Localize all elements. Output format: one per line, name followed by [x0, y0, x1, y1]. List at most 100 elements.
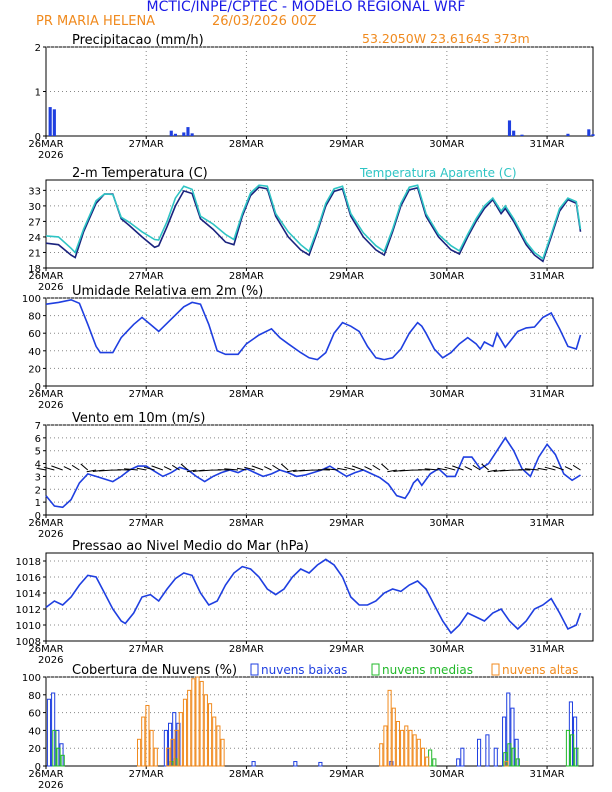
wind-vector	[63, 466, 72, 471]
bar-medias	[432, 758, 437, 767]
wind-vector	[564, 466, 573, 471]
panel-3: 26MAR 27MAR 28MAR 29MAR 30MAR 31MAR 2026 0 20 40 6…	[22, 284, 594, 411]
bar-medias	[565, 729, 571, 767]
bar-altas	[153, 747, 158, 767]
bar-altas	[395, 721, 401, 767]
bar-altas	[408, 729, 413, 767]
x-tick-label: 31MAR	[529, 271, 564, 282]
bar-precip	[591, 134, 595, 136]
wind-vector	[163, 466, 172, 471]
bar-medias	[52, 729, 57, 767]
x-tick-label: 26MAR	[28, 644, 63, 655]
legend-swatch	[371, 663, 380, 676]
bar-medias	[56, 747, 61, 767]
panel-2: 26MAR 27MAR 28MAR 29MAR 30MAR 31MAR 2026 18 21 24…	[28, 166, 594, 293]
y-tick-label: 1014	[16, 589, 41, 600]
x-tick-label: 29MAR	[329, 139, 364, 150]
bar-altas	[216, 725, 221, 767]
x-tick-label: 27MAR	[129, 769, 164, 780]
run-date-label: 26/03/2026 00Z	[212, 14, 317, 29]
legend-item: nuvens baixas	[261, 663, 347, 677]
y-tick-label: 1012	[16, 605, 41, 616]
bar-altas	[412, 734, 417, 767]
wind-vector	[36, 467, 47, 471]
bar-altas	[195, 676, 200, 767]
bar-altas	[391, 707, 396, 767]
wind-vector	[544, 466, 556, 471]
wind-vector	[364, 466, 372, 471]
x-year-label: 2026	[38, 400, 63, 411]
y-tick-label: 3	[35, 472, 41, 483]
x-tick-label: 26MAR	[28, 389, 63, 400]
wind-vector	[537, 467, 548, 471]
bar-altas	[383, 725, 388, 767]
bar-medias	[511, 747, 516, 767]
wind-vector	[452, 465, 464, 471]
wind-vector	[98, 469, 113, 472]
wind-vector	[552, 465, 564, 471]
wind-vector	[481, 463, 489, 471]
wind-vector	[381, 463, 389, 471]
legend-item: nuvens altas	[502, 663, 578, 677]
y-tick-label: 27	[28, 217, 41, 228]
x-tick-label: 27MAR	[129, 139, 164, 150]
x-tick-label: 26MAR	[28, 769, 63, 780]
panel-title: Umidade Relativa em 2m (%)	[72, 284, 263, 299]
y-tick-label: 60	[28, 709, 41, 720]
y-tick-label: 30	[28, 202, 41, 213]
wind-vector	[299, 469, 314, 472]
x-tick-label: 31MAR	[529, 769, 564, 780]
series-line-pressao	[45, 558, 582, 635]
x-tick-label: 26MAR	[28, 271, 63, 282]
bar-altas	[416, 738, 421, 767]
y-tick-label: 1018	[16, 557, 41, 568]
bar-precip	[190, 133, 194, 136]
panel-frame	[45, 46, 594, 137]
bar-altas	[400, 729, 405, 767]
y-tick-label: 100	[22, 673, 41, 684]
x-tick-label: 31MAR	[529, 389, 564, 400]
wind-vector	[287, 469, 297, 473]
bar-baixas	[46, 698, 52, 767]
bar-baixas	[485, 734, 490, 767]
panels-group: 26MAR 27MAR 28MAR 29MAR 30MAR 31MAR2026012Pre…	[16, 31, 595, 791]
x-year-label: 2026	[38, 150, 63, 161]
panel-title: Precipitacao (mm/h)	[72, 33, 204, 48]
wind-vector	[344, 466, 356, 471]
x-tick-label: 26MAR	[28, 518, 63, 529]
figure-title: MCTIC/INPE/CPTEC - MODELO REGIONAL WRF	[147, 0, 466, 15]
wind-vector	[399, 469, 414, 472]
bar-altas	[187, 689, 192, 767]
coords-label: 53.2050W 23.6164S 373m	[362, 31, 530, 46]
x-year-label: 2026	[38, 780, 63, 791]
bar-altas	[203, 694, 208, 767]
bar-altas	[166, 747, 171, 767]
panel-title: Vento em 10m (m/s)	[72, 411, 205, 426]
wind-vector	[43, 466, 55, 471]
wind-vector	[86, 469, 97, 473]
location-label: PR MARIA HELENA	[36, 14, 155, 29]
panel-4: 26MAR 27MAR 28MAR 29MAR 30MAR 31MAR 2026 0 1 2 34 5…	[28, 411, 594, 540]
x-tick-label: 30MAR	[429, 271, 464, 282]
wind-vector	[171, 464, 180, 471]
x-tick-label: 26MAR	[28, 139, 63, 150]
series-line-umidade	[45, 298, 582, 361]
bar-medias	[515, 758, 520, 767]
y-tick-label: 40	[28, 726, 41, 737]
x-tick-label: 27MAR	[129, 271, 164, 282]
x-tick-label: 28MAR	[229, 271, 264, 282]
y-tick-label: 2	[35, 485, 41, 496]
wind-vector	[151, 465, 164, 471]
series-line-aparente	[45, 184, 582, 260]
bar-precip	[507, 120, 512, 136]
x-tick-label: 29MAR	[329, 518, 364, 529]
panel-title: Pressao ao Nivel Medio do Mar (hPa)	[72, 539, 309, 554]
bar-baixas	[251, 761, 256, 767]
wind-vector	[499, 469, 514, 472]
panel-title: 2-m Temperatura (C)	[72, 166, 208, 181]
x-tick-label: 27MAR	[129, 518, 164, 529]
y-tick-label: 80	[28, 691, 41, 702]
wind-vector	[136, 467, 147, 471]
x-tick-label: 31MAR	[529, 644, 564, 655]
